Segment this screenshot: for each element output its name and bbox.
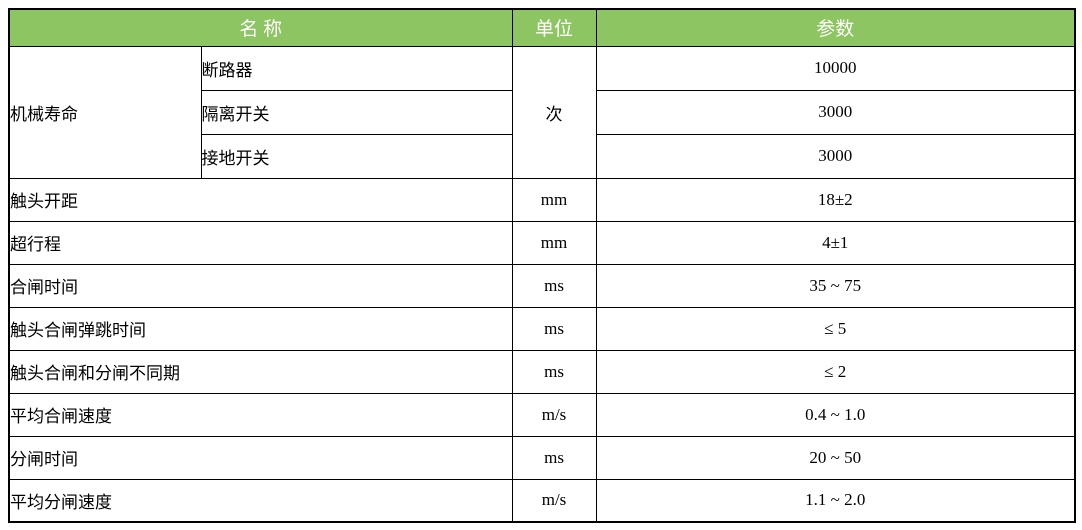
life-group-label-cell: 机械寿命 <box>8 45 202 179</box>
life-value-cell: 3000 <box>595 89 1076 135</box>
header-param-cell: 参数 <box>595 8 1076 47</box>
life-subname-cell: 断路器 <box>200 45 513 91</box>
spec-name-cell: 分闸时间 <box>8 435 513 480</box>
spec-name-cell: 触头开距 <box>8 177 513 222</box>
spec-row: 触头开距 mm 18±2 <box>8 177 1076 222</box>
spec-unit-cell: ms <box>511 306 597 351</box>
spec-name-cell: 合闸时间 <box>8 263 513 308</box>
header-unit-cell: 单位 <box>511 8 597 47</box>
life-subname-cell: 接地开关 <box>200 133 513 179</box>
spec-unit-cell: m/s <box>511 478 597 523</box>
life-subname-cell: 隔离开关 <box>200 89 513 135</box>
spec-name-cell: 触头合闸和分闸不同期 <box>8 349 513 394</box>
spec-row: 平均合闸速度 m/s 0.4 ~ 1.0 <box>8 392 1076 437</box>
header-row: 名 称 单位 参数 <box>8 8 1076 47</box>
life-value-cell: 10000 <box>595 45 1076 91</box>
spec-value-cell: 1.1 ~ 2.0 <box>595 478 1076 523</box>
life-row-2: 隔离开关 3000 <box>9 89 1076 135</box>
spec-value-cell: 35 ~ 75 <box>595 263 1076 308</box>
spec-value-cell: ≤ 5 <box>595 306 1076 351</box>
spec-unit-cell: ms <box>511 263 597 308</box>
spec-unit-cell: mm <box>511 220 597 265</box>
spec-unit-cell: m/s <box>511 392 597 437</box>
spec-value-cell: 4±1 <box>595 220 1076 265</box>
spec-value-cell: ≤ 2 <box>595 349 1076 394</box>
life-row-1: 机械寿命 断路器 次 10000 <box>8 45 1076 179</box>
life-unit-cell: 次 <box>511 45 597 179</box>
spec-value-cell: 18±2 <box>595 177 1076 222</box>
spec-row: 合闸时间 ms 35 ~ 75 <box>8 263 1076 308</box>
spec-unit-cell: ms <box>511 435 597 480</box>
spec-table: 名 称 单位 参数 机械寿命 断路器 次 10000 隔离开关 3000 接地开… <box>8 8 1077 523</box>
spec-row: 触头合闸和分闸不同期 ms ≤ 2 <box>8 349 1076 394</box>
spec-unit-cell: ms <box>511 349 597 394</box>
spec-name-cell: 超行程 <box>8 220 513 265</box>
spec-row: 超行程 mm 4±1 <box>8 220 1076 265</box>
life-value-cell: 3000 <box>595 133 1076 179</box>
header-name-cell: 名 称 <box>8 8 513 47</box>
life-row-3: 接地开关 3000 <box>9 133 1076 179</box>
spec-value-cell: 20 ~ 50 <box>595 435 1076 480</box>
spec-name-cell: 平均合闸速度 <box>8 392 513 437</box>
spec-row: 触头合闸弹跳时间 ms ≤ 5 <box>8 306 1076 351</box>
spec-name-cell: 平均分闸速度 <box>8 478 513 523</box>
spec-name-cell: 触头合闸弹跳时间 <box>8 306 513 351</box>
spec-row: 分闸时间 ms 20 ~ 50 <box>8 435 1076 480</box>
spec-value-cell: 0.4 ~ 1.0 <box>595 392 1076 437</box>
spec-unit-cell: mm <box>511 177 597 222</box>
spec-row: 平均分闸速度 m/s 1.1 ~ 2.0 <box>8 478 1076 523</box>
